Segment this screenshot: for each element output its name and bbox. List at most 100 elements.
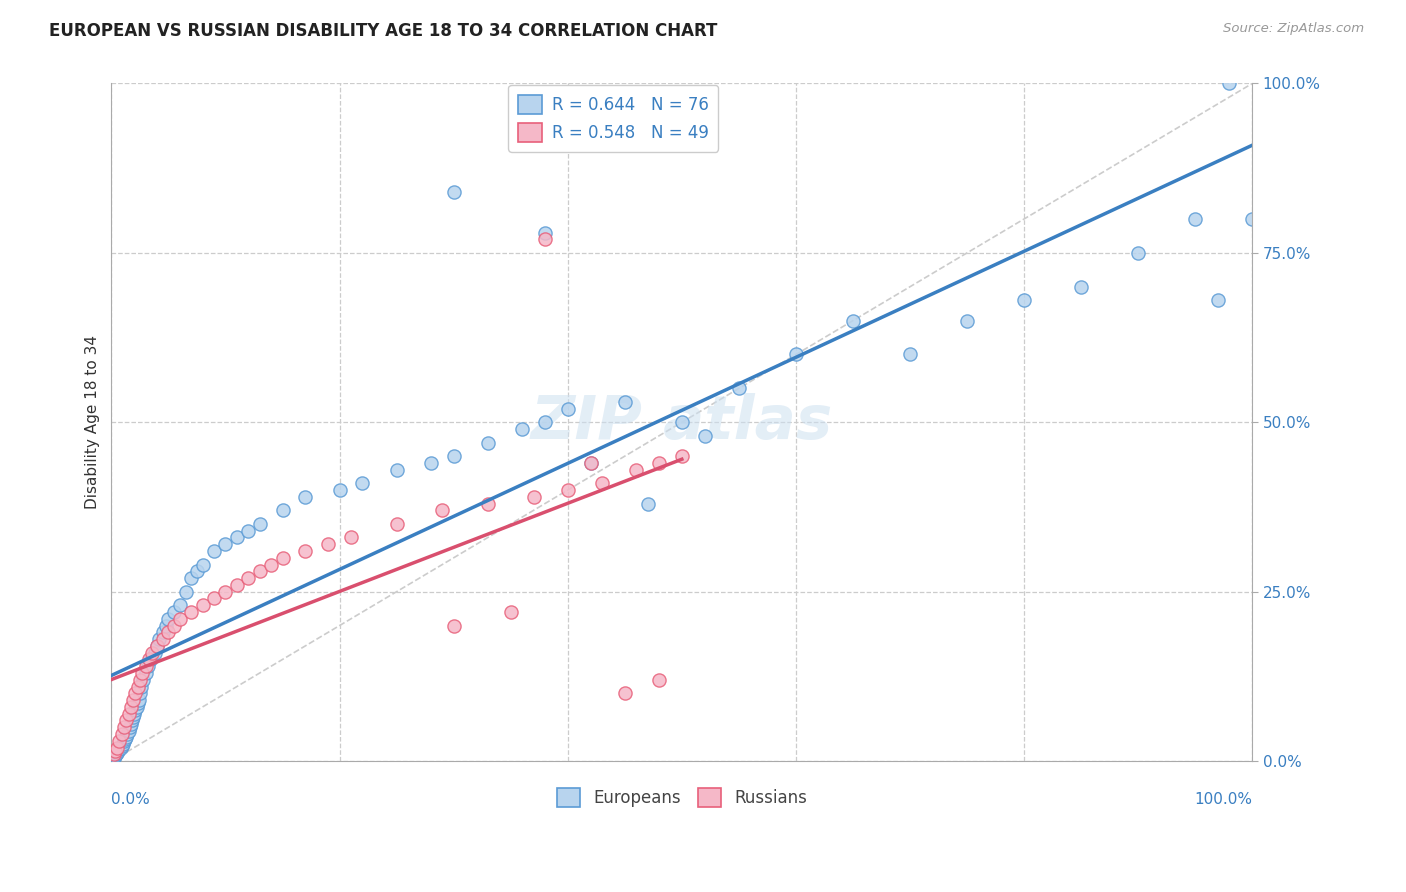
- Point: [169, 612, 191, 626]
- Point: [225, 578, 247, 592]
- Point: [1241, 211, 1264, 226]
- Point: [443, 449, 465, 463]
- Point: [163, 605, 186, 619]
- Point: [294, 544, 316, 558]
- Point: [1070, 279, 1092, 293]
- Point: [129, 686, 152, 700]
- Point: [103, 747, 125, 762]
- Point: [117, 706, 139, 721]
- Point: [180, 571, 202, 585]
- Point: [141, 646, 163, 660]
- Point: [114, 732, 136, 747]
- Point: [138, 652, 160, 666]
- Point: [127, 697, 149, 711]
- Point: [115, 731, 138, 745]
- Point: [579, 456, 602, 470]
- Point: [180, 605, 202, 619]
- Point: [613, 395, 636, 409]
- Point: [214, 584, 236, 599]
- Point: [104, 744, 127, 758]
- Point: [191, 598, 214, 612]
- Point: [329, 483, 352, 497]
- Point: [169, 598, 191, 612]
- Point: [135, 659, 157, 673]
- Point: [557, 483, 579, 497]
- Point: [131, 665, 153, 680]
- Point: [112, 720, 135, 734]
- Text: Source: ZipAtlas.com: Source: ZipAtlas.com: [1223, 22, 1364, 36]
- Text: 100.0%: 100.0%: [1194, 791, 1253, 806]
- Point: [124, 703, 146, 717]
- Point: [105, 740, 128, 755]
- Point: [477, 497, 499, 511]
- Text: EUROPEAN VS RUSSIAN DISABILITY AGE 18 TO 34 CORRELATION CHART: EUROPEAN VS RUSSIAN DISABILITY AGE 18 TO…: [49, 22, 717, 40]
- Point: [499, 605, 522, 619]
- Point: [225, 531, 247, 545]
- Point: [522, 490, 544, 504]
- Point: [728, 381, 751, 395]
- Point: [316, 537, 339, 551]
- Text: 0.0%: 0.0%: [111, 791, 150, 806]
- Point: [112, 733, 135, 747]
- Point: [260, 558, 283, 572]
- Point: [163, 618, 186, 632]
- Point: [122, 693, 145, 707]
- Point: [129, 680, 152, 694]
- Point: [648, 456, 671, 470]
- Point: [129, 673, 152, 687]
- Point: [141, 652, 163, 666]
- Y-axis label: Disability Age 18 to 34: Disability Age 18 to 34: [86, 335, 100, 509]
- Point: [613, 686, 636, 700]
- Point: [510, 422, 533, 436]
- Point: [117, 727, 139, 741]
- Point: [111, 727, 134, 741]
- Point: [238, 571, 260, 585]
- Point: [579, 456, 602, 470]
- Point: [214, 537, 236, 551]
- Point: [202, 544, 225, 558]
- Point: [340, 531, 363, 545]
- Point: [671, 415, 693, 429]
- Point: [898, 347, 921, 361]
- Point: [132, 673, 155, 687]
- Point: [591, 476, 613, 491]
- Point: [107, 744, 129, 758]
- Point: [152, 625, 174, 640]
- Point: [157, 612, 180, 626]
- Point: [127, 680, 149, 694]
- Point: [249, 516, 271, 531]
- Point: [557, 401, 579, 416]
- Point: [956, 313, 979, 327]
- Point: [294, 490, 316, 504]
- Point: [104, 747, 127, 762]
- Point: [105, 746, 128, 760]
- Point: [103, 750, 125, 764]
- Point: [432, 503, 454, 517]
- Legend: Europeans, Russians: Europeans, Russians: [550, 781, 814, 814]
- Point: [155, 618, 177, 632]
- Point: [1184, 211, 1206, 226]
- Point: [122, 706, 145, 721]
- Point: [385, 463, 408, 477]
- Point: [125, 699, 148, 714]
- Point: [202, 591, 225, 606]
- Point: [271, 503, 294, 517]
- Point: [143, 646, 166, 660]
- Point: [104, 748, 127, 763]
- Point: [121, 714, 143, 728]
- Point: [637, 497, 659, 511]
- Point: [128, 693, 150, 707]
- Point: [157, 625, 180, 640]
- Point: [124, 686, 146, 700]
- Text: ZIP atlas: ZIP atlas: [530, 392, 832, 451]
- Point: [120, 716, 142, 731]
- Point: [238, 524, 260, 538]
- Point: [146, 639, 169, 653]
- Point: [648, 673, 671, 687]
- Point: [671, 449, 693, 463]
- Point: [385, 516, 408, 531]
- Point: [115, 714, 138, 728]
- Point: [108, 733, 131, 747]
- Point: [1218, 77, 1240, 91]
- Point: [174, 584, 197, 599]
